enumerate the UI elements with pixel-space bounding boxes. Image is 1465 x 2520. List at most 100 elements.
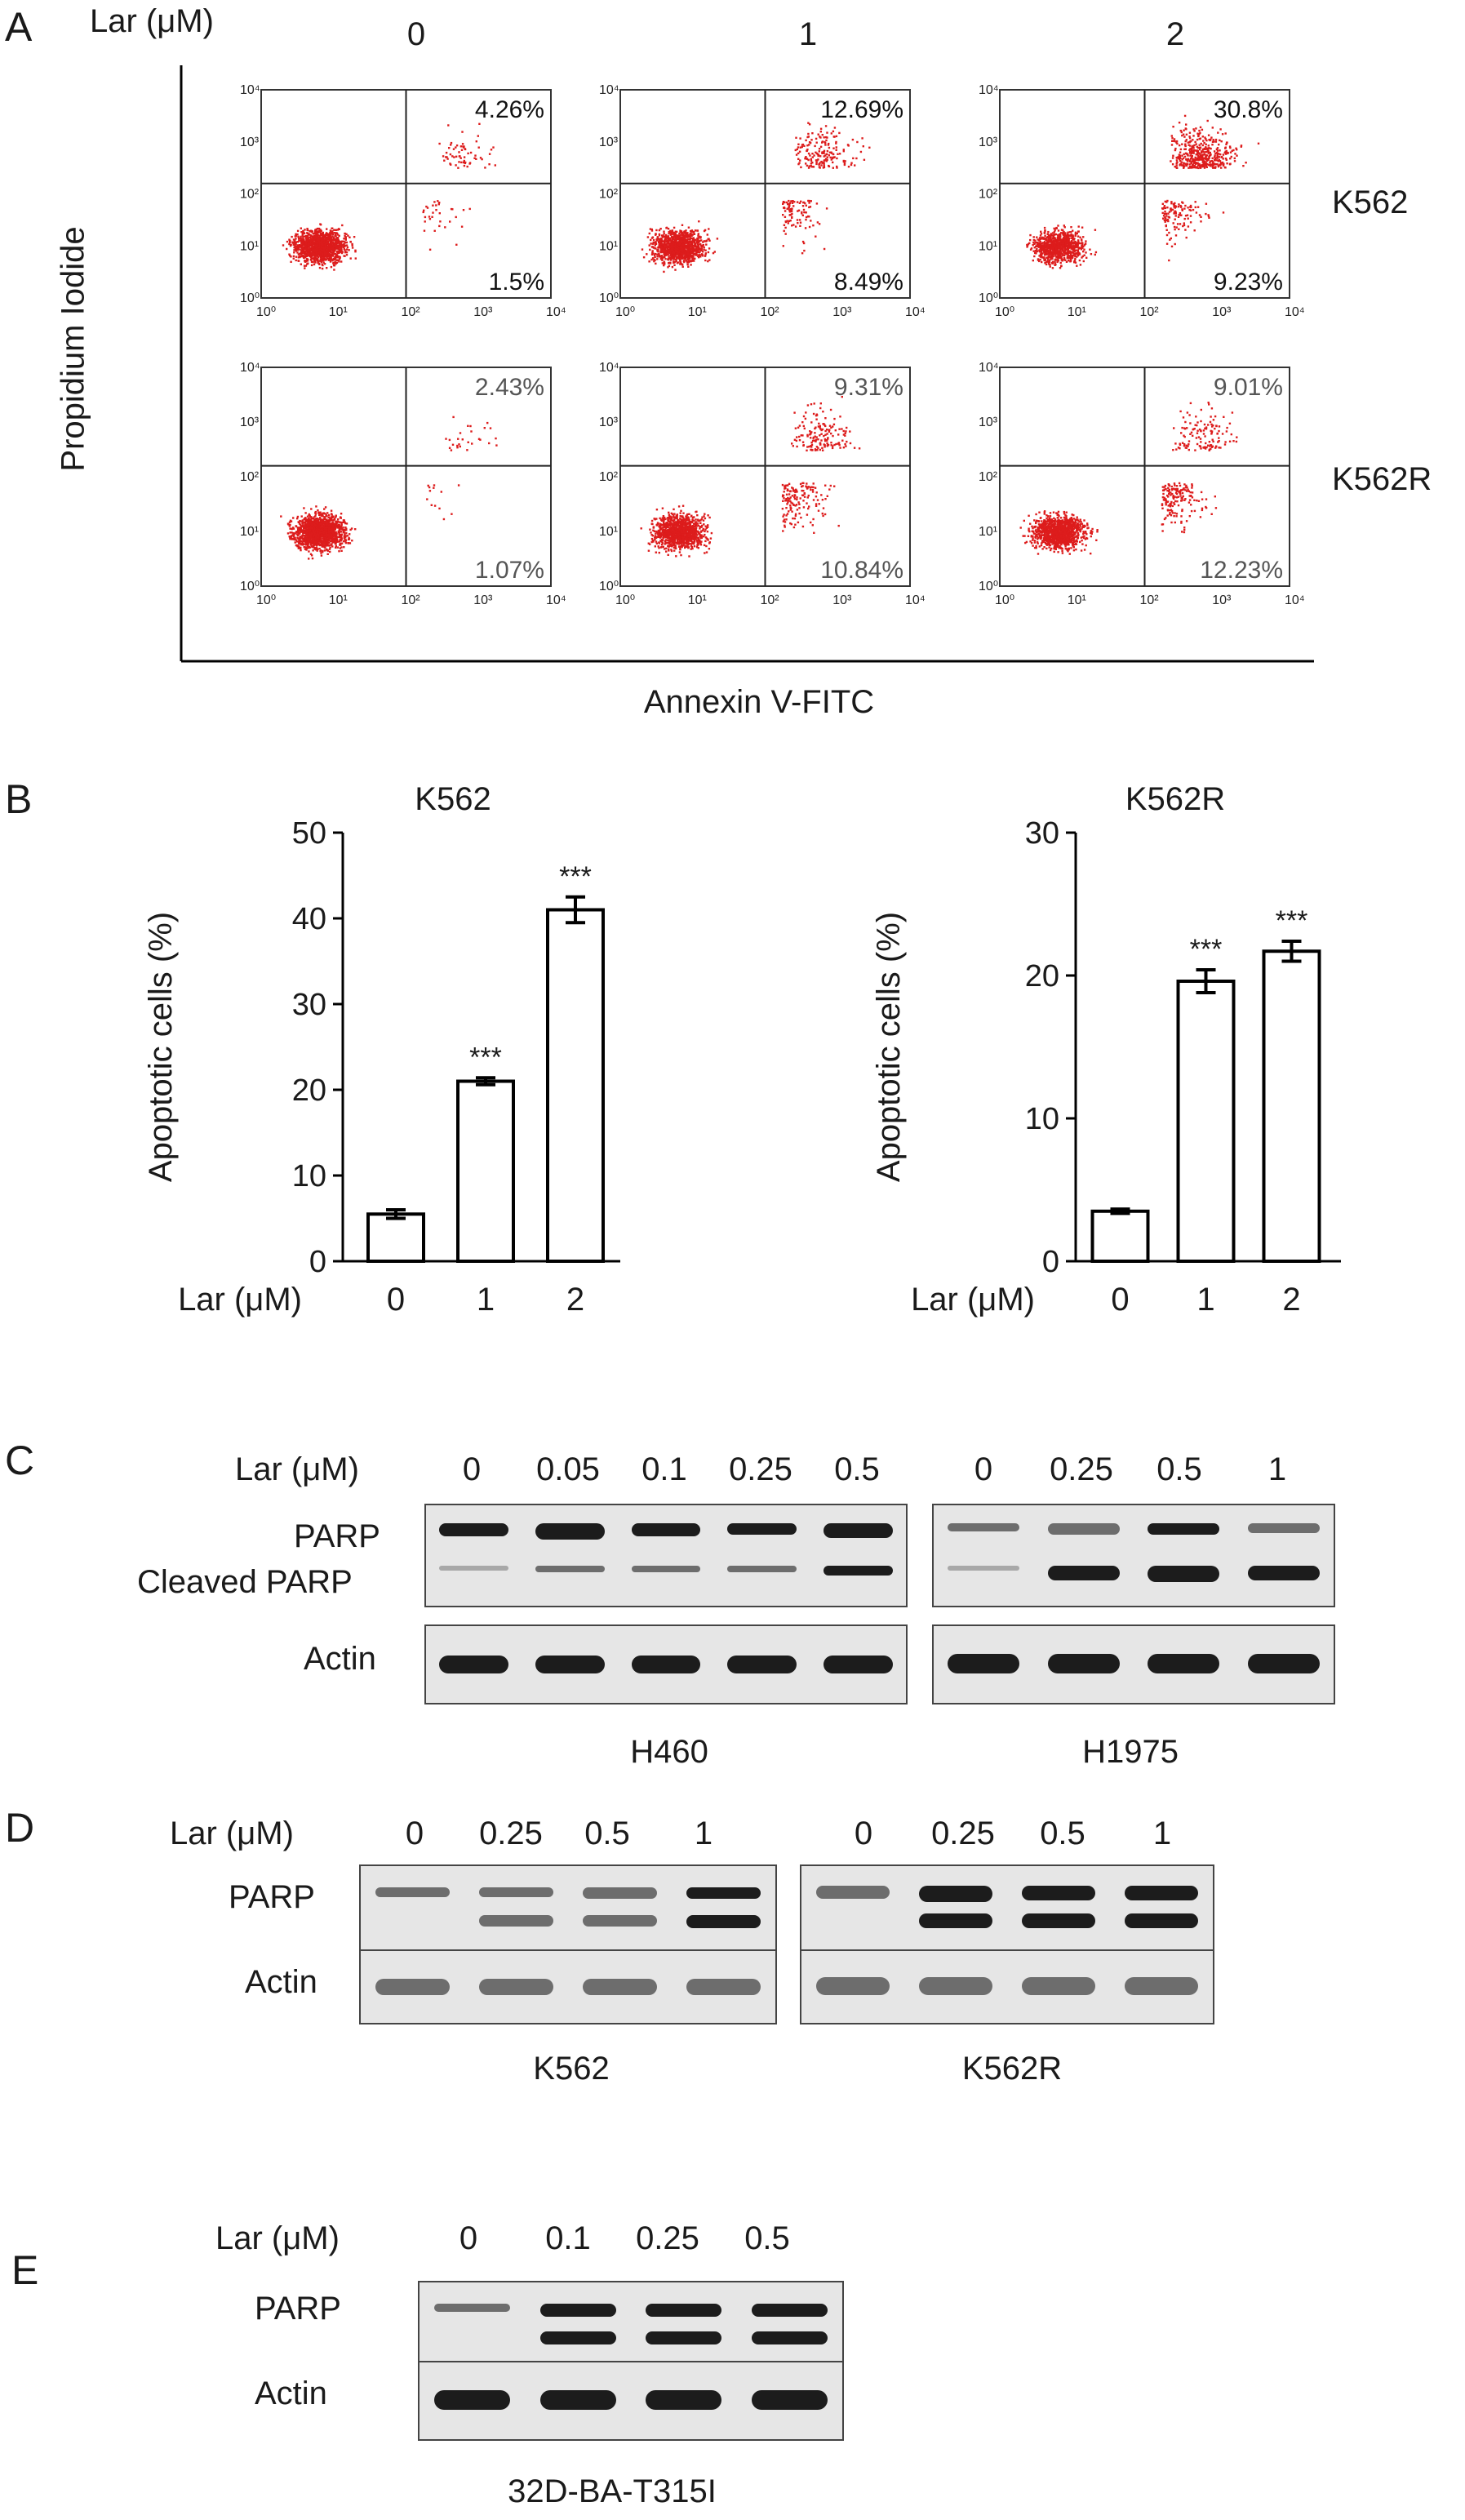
blot-band: [1148, 1523, 1220, 1535]
panel-a-row-label-k562r: K562R: [1332, 461, 1432, 497]
blot-band: [686, 1915, 761, 1928]
panel-d-k562r-actin-blot: [800, 1949, 1214, 2024]
panel-d-letter: D: [5, 1805, 35, 1851]
blot-band: [535, 1656, 605, 1673]
lower-right-percent: 1.5%: [489, 269, 544, 296]
svg-text:10⁴: 10⁴: [905, 305, 926, 319]
x-category-label: 2: [1282, 1282, 1300, 1318]
dose-label-0.25: 0.25: [479, 1816, 543, 1851]
blot-band: [631, 1523, 701, 1536]
blot-band: [646, 2331, 722, 2344]
blot-band: [1047, 1654, 1120, 1673]
svg-text:10²: 10²: [599, 188, 619, 202]
upper-right-percent: 12.69%: [820, 96, 903, 123]
blot-band: [1148, 1566, 1220, 1582]
dose-label-1: 1: [1152, 1816, 1172, 1851]
dose-label-1: 1: [1267, 1451, 1287, 1487]
panel-b-letter: B: [5, 776, 33, 822]
blot-band: [646, 2304, 722, 2317]
panel-d-lar-label: Lar (μM): [170, 1816, 294, 1851]
x-axis-label: Lar (μM): [178, 1282, 302, 1318]
panel-d-actin-label: Actin: [245, 1964, 317, 2000]
error-bar-2: [566, 895, 585, 925]
blot-band: [823, 1523, 893, 1538]
significance-marker: ***: [1276, 905, 1308, 936]
y-tick-label: 50: [292, 816, 326, 851]
blot-band: [439, 1566, 509, 1571]
panel-c-letter: C: [5, 1438, 35, 1483]
blot-band: [434, 2304, 511, 2312]
dose-label-1: 1: [694, 1816, 713, 1851]
blot-band: [434, 2390, 511, 2410]
dose-label-0.25: 0.25: [1050, 1451, 1113, 1487]
panel-a-letter: A: [5, 4, 33, 50]
blot-band: [918, 1913, 993, 1928]
y-tick-label: 30: [1025, 816, 1059, 851]
y-axis-label: Apoptotic cells (%): [871, 912, 907, 1182]
panel-a-row-label-k562: K562: [1332, 184, 1409, 220]
y-tick-label: 0: [1042, 1245, 1059, 1279]
svg-text:10⁴: 10⁴: [240, 83, 260, 97]
y-tick-label: 10: [292, 1159, 326, 1193]
blot-band: [948, 1523, 1020, 1531]
blot-band: [751, 2304, 828, 2317]
svg-text:10²: 10²: [240, 188, 260, 202]
error-bar-1: [1196, 968, 1216, 994]
dose-label-0.5: 0.5: [1156, 1451, 1202, 1487]
blot-band: [539, 2331, 616, 2344]
panel-e-actin-blot: [418, 2361, 844, 2441]
blot-band: [582, 1979, 658, 1995]
blot-band: [478, 1915, 554, 1927]
panel-c-lar-label: Lar (μM): [235, 1451, 359, 1487]
upper-right-percent: 2.43%: [475, 374, 544, 401]
svg-text:10¹: 10¹: [240, 239, 259, 253]
panel-e-parp-blot: [418, 2281, 844, 2366]
panel-a-frame: [180, 65, 1314, 663]
x-category-label: 1: [477, 1282, 495, 1318]
blot-band: [727, 1566, 797, 1572]
flow-plot-k562r-dose-1: 10⁰10⁰10¹10¹10²10²10³10³10⁴10⁴9.31%10.84…: [599, 361, 926, 607]
blot-band: [751, 2390, 828, 2410]
panel-c-parp-label: PARP: [294, 1518, 380, 1554]
panel-c-h460-parp-blot: [424, 1504, 908, 1607]
svg-text:10³: 10³: [473, 305, 493, 319]
svg-text:10¹: 10¹: [979, 239, 997, 253]
blot-band: [1247, 1654, 1320, 1673]
svg-text:10²: 10²: [979, 188, 998, 202]
panel-a-dose-1: 1: [798, 16, 818, 52]
blot-band: [1124, 1886, 1199, 1900]
panel-a-dose-0: 0: [406, 16, 426, 52]
svg-text:10⁴: 10⁴: [546, 305, 566, 319]
blot-band: [727, 1656, 797, 1673]
panel-c-actin-label: Actin: [304, 1641, 376, 1677]
blot-band: [1247, 1523, 1320, 1533]
svg-text:10¹: 10¹: [329, 305, 348, 319]
lower-right-percent: 8.49%: [834, 269, 903, 296]
y-axis-label: Apoptotic cells (%): [143, 912, 179, 1182]
error-bar-1: [476, 1076, 495, 1087]
blot-band: [727, 1523, 797, 1535]
svg-text:10⁰: 10⁰: [615, 305, 635, 319]
blot-band: [1148, 1654, 1220, 1673]
panel-e-parp-label: PARP: [255, 2291, 341, 2327]
panel-c-cell-h460: H460: [630, 1734, 708, 1770]
panel-c-h1975-parp-blot: [932, 1504, 1335, 1607]
lower-right-percent: 1.07%: [475, 557, 544, 584]
svg-text:10¹: 10¹: [599, 239, 618, 253]
y-tick-label: 40: [292, 902, 326, 936]
panel-d-k562-parp-blot: [359, 1864, 777, 1953]
upper-right-percent: 9.01%: [1214, 374, 1283, 401]
error-bar-0: [386, 1208, 406, 1220]
bar-0: [1090, 1209, 1150, 1263]
panel-d-parp-label: PARP: [229, 1879, 315, 1915]
panel-e-lar-label: Lar (μM): [215, 2220, 340, 2256]
blot-band: [582, 1915, 658, 1927]
svg-text:10³: 10³: [832, 305, 852, 319]
panel-a-x-axis-label: Annexin V-FITC: [643, 684, 875, 720]
blot-band: [1124, 1977, 1199, 1995]
blot-band: [478, 1887, 554, 1897]
dose-label-0.25: 0.25: [636, 2220, 699, 2256]
